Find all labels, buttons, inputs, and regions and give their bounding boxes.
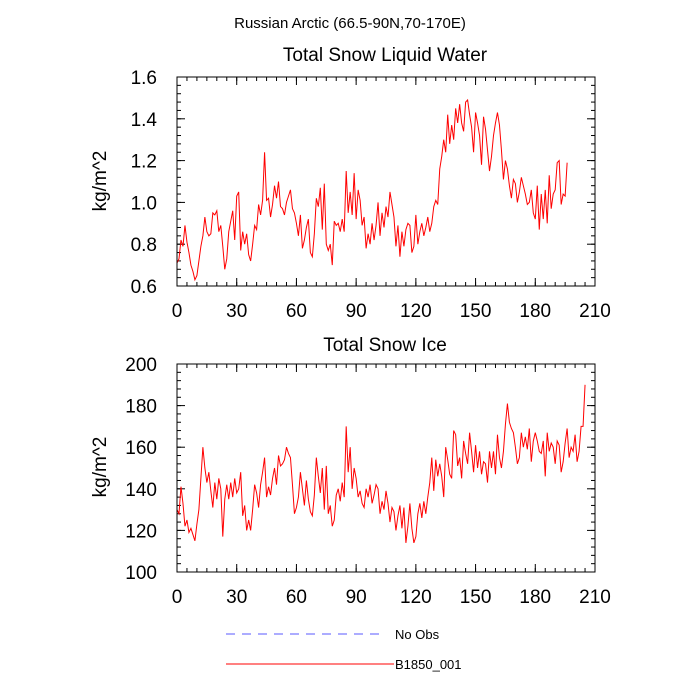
- y-axis-label: kg/m^2: [90, 437, 111, 498]
- tick-labels: 0 30 60 90 120 150 180 210 100 120 140 160 180 200: [125, 355, 611, 608]
- panel-snow-ice: Total Snow Ice kg/m^2 0 30 60 90 120 150 180 21…: [90, 335, 611, 608]
- y-tick-label: 140: [125, 480, 157, 501]
- axis-ticks: [176, 76, 596, 287]
- x-tick-label: 60: [286, 301, 307, 322]
- plot-frame: [176, 363, 596, 573]
- panel-snow-liquid-water: Total Snow Liquid Water kg/m^2 0 30 60 90 12…: [90, 45, 611, 322]
- y-tick-label: 1.2: [131, 152, 157, 173]
- y-tick-label: 1.4: [131, 110, 158, 131]
- y-tick-label: 180: [125, 397, 157, 418]
- x-tick-label: 150: [460, 587, 492, 608]
- tick-labels: 0 30 60 90 120 150 180 210 0.6 0.8 1.0 1.2 1.4 1.6: [131, 68, 611, 322]
- chart-title: Total Snow Ice: [323, 335, 447, 356]
- y-tick-label: 160: [125, 438, 157, 459]
- x-tick-label: 30: [226, 587, 247, 608]
- x-tick-label: 0: [172, 301, 183, 322]
- x-tick-label: 30: [226, 301, 247, 322]
- x-tick-label: 180: [519, 301, 551, 322]
- series-line-b1850-001: [176, 384, 586, 544]
- y-tick-label: 0.8: [131, 235, 157, 256]
- y-tick-label: 1.6: [131, 68, 157, 89]
- x-tick-label: 210: [579, 587, 611, 608]
- x-tick-label: 120: [400, 587, 432, 608]
- y-tick-label: 1.0: [131, 193, 157, 214]
- x-tick-label: 210: [579, 301, 611, 322]
- y-axis-label: kg/m^2: [90, 151, 111, 212]
- y-tick-label: 120: [125, 521, 157, 542]
- x-tick-label: 60: [286, 587, 307, 608]
- legend-label-b1850-001: B1850_001: [395, 657, 462, 672]
- x-tick-label: 120: [400, 301, 432, 322]
- x-tick-label: 90: [346, 587, 367, 608]
- y-tick-label: 100: [125, 563, 157, 584]
- figure-title: Russian Arctic (66.5-90N,70-170E): [234, 15, 466, 32]
- x-tick-label: 150: [460, 301, 492, 322]
- y-tick-label: 0.6: [131, 277, 157, 298]
- axis-ticks: [176, 363, 596, 573]
- legend: No Obs B1850_001: [226, 627, 462, 672]
- legend-label-no-obs: No Obs: [395, 627, 440, 642]
- series-line-b1850-001: [176, 98, 568, 282]
- x-tick-label: 180: [519, 587, 551, 608]
- plot-frame: [176, 76, 596, 287]
- x-tick-label: 90: [346, 301, 367, 322]
- chart-title: Total Snow Liquid Water: [283, 45, 488, 66]
- y-tick-label: 200: [125, 355, 157, 376]
- x-tick-label: 0: [172, 587, 183, 608]
